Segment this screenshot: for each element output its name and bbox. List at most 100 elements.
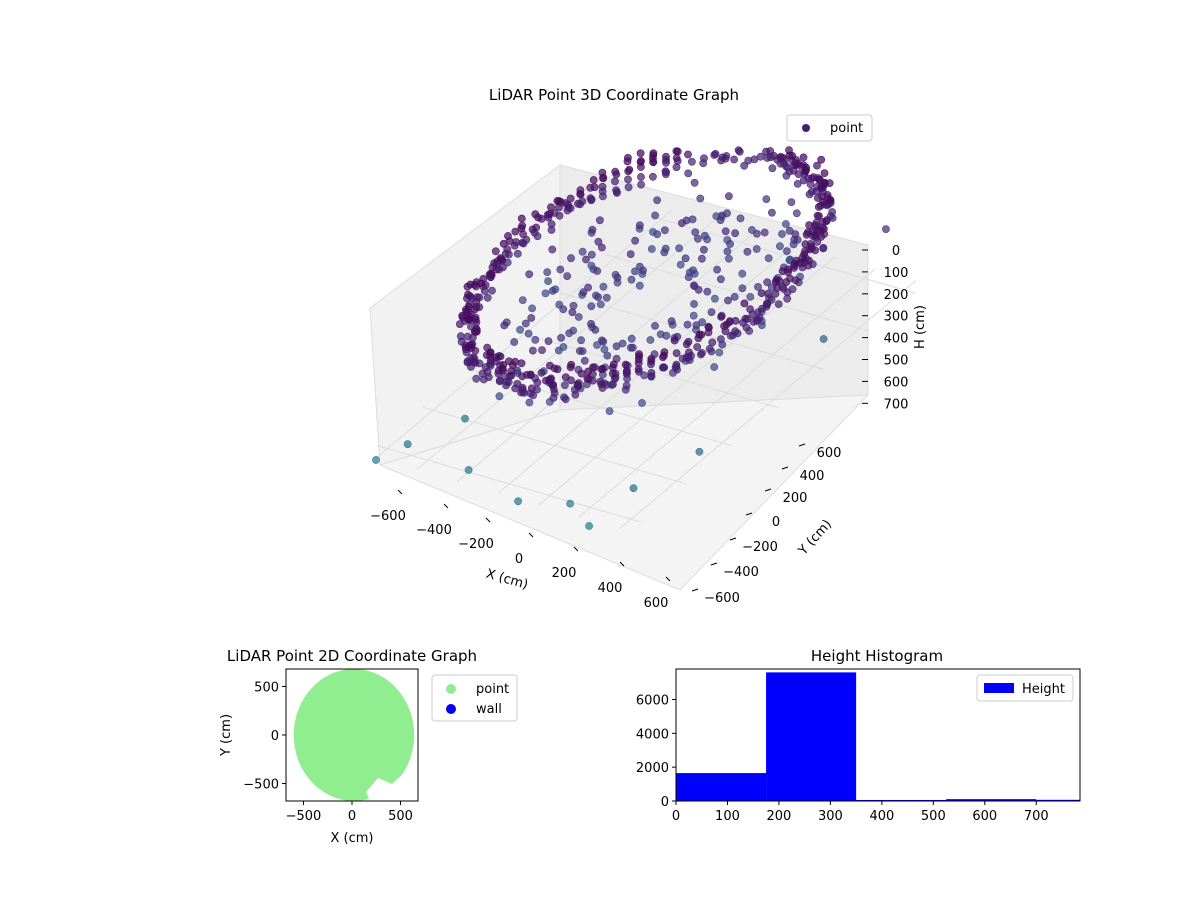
point-3d bbox=[538, 346, 546, 354]
point-3d bbox=[743, 247, 752, 256]
point-3d bbox=[548, 381, 557, 390]
point-3d bbox=[708, 338, 717, 347]
point-3d bbox=[813, 194, 822, 202]
point-3d bbox=[723, 209, 731, 218]
x-tick-3d bbox=[665, 576, 671, 582]
point-3d bbox=[603, 351, 612, 360]
point-3d bbox=[826, 195, 835, 204]
legend-histogram-label: Height bbox=[1022, 682, 1065, 697]
point-3d bbox=[561, 373, 570, 382]
point-3d bbox=[566, 363, 575, 372]
point-3d bbox=[491, 247, 500, 256]
x-axis-3d-label: X (cm) bbox=[484, 566, 529, 592]
gap-top-right bbox=[388, 669, 418, 700]
histogram-bar bbox=[946, 799, 1037, 801]
point-3d bbox=[768, 208, 776, 217]
point-3d bbox=[752, 245, 761, 253]
point-3d bbox=[500, 321, 509, 330]
point-3d bbox=[627, 275, 636, 284]
y-axis-2d: −500 0 500 bbox=[243, 680, 286, 793]
point-3d bbox=[817, 155, 826, 164]
point-3d bbox=[517, 214, 526, 223]
point-3d bbox=[457, 337, 466, 346]
point-3d bbox=[725, 254, 733, 263]
x-tick-3d bbox=[619, 561, 625, 567]
y-tick-label-2d: 0 bbox=[271, 729, 279, 744]
x-axis-2d: −500 0 500 bbox=[286, 801, 413, 824]
histogram-y-tick-label: 6000 bbox=[636, 693, 669, 708]
point-3d bbox=[566, 204, 575, 213]
point-3d bbox=[820, 169, 829, 177]
point-3d bbox=[763, 300, 772, 309]
point-3d bbox=[605, 407, 614, 415]
point-3d bbox=[707, 308, 716, 316]
point-3d bbox=[791, 276, 800, 285]
point-3d bbox=[783, 247, 791, 255]
point-3d bbox=[477, 279, 485, 288]
point-3d bbox=[486, 359, 495, 368]
y-axis-3d-label: Y (cm) bbox=[795, 517, 835, 559]
point-3d bbox=[750, 155, 759, 164]
point-3d bbox=[584, 367, 592, 376]
point-3d bbox=[764, 254, 773, 263]
point-3d bbox=[542, 376, 550, 385]
point-3d bbox=[683, 320, 692, 329]
point-3d bbox=[576, 190, 585, 199]
point-3d bbox=[798, 253, 807, 262]
point-3d bbox=[492, 353, 501, 362]
x-tick-label-3d: 600 bbox=[644, 596, 669, 611]
point-3d bbox=[660, 348, 669, 356]
point-3d bbox=[637, 157, 645, 165]
histogram-frame bbox=[675, 668, 1081, 802]
z-tick-label-3d: 100 bbox=[884, 266, 909, 281]
point-3d bbox=[672, 163, 681, 172]
histogram-x-tick-label: 200 bbox=[767, 809, 792, 824]
point-3d bbox=[613, 188, 621, 197]
legend-3d-label: point bbox=[830, 121, 863, 136]
x-tick-3d bbox=[573, 546, 579, 552]
point-3d bbox=[624, 183, 633, 192]
x-tick-label-3d: −600 bbox=[370, 509, 406, 524]
point-3d bbox=[769, 151, 778, 160]
point-3d bbox=[773, 283, 782, 292]
point-3d bbox=[596, 300, 605, 309]
y-tick-label-2d: −500 bbox=[243, 778, 279, 793]
point-3d bbox=[559, 305, 568, 314]
point-3d bbox=[713, 265, 721, 274]
point-3d bbox=[760, 228, 769, 237]
point-3d bbox=[717, 312, 726, 321]
point-3d bbox=[805, 221, 813, 229]
point-3d bbox=[528, 304, 536, 313]
histogram-x-tick-label: 400 bbox=[869, 809, 894, 824]
point-3d bbox=[731, 229, 739, 238]
point-3d bbox=[587, 319, 595, 328]
point-3d bbox=[717, 275, 725, 284]
gap-top-left bbox=[300, 669, 318, 684]
point-3d bbox=[545, 209, 554, 218]
point-3d bbox=[692, 321, 701, 329]
plot-area-2d bbox=[286, 669, 418, 801]
point-3d bbox=[672, 349, 681, 357]
point-3d bbox=[547, 203, 555, 212]
point-3d bbox=[699, 159, 708, 168]
point-3d bbox=[736, 214, 745, 223]
point-disc-2d bbox=[293, 669, 415, 801]
point-3d bbox=[627, 334, 636, 343]
point-3d bbox=[578, 247, 587, 256]
point-3d bbox=[554, 346, 563, 355]
y-axis-2d-label: Y (cm) bbox=[219, 714, 234, 757]
point-3d bbox=[636, 149, 645, 158]
point-3d bbox=[694, 285, 703, 294]
gap-bottom-right bbox=[366, 772, 418, 801]
legend-histogram: Height bbox=[976, 674, 1074, 702]
z-axis-3d-label: H (cm) bbox=[913, 305, 928, 349]
point-3d bbox=[793, 179, 802, 188]
point-3d bbox=[725, 192, 733, 201]
z-tick-label-3d: 400 bbox=[884, 332, 909, 347]
point-3d bbox=[662, 152, 670, 161]
point-3d bbox=[678, 219, 686, 227]
point-3d bbox=[591, 325, 600, 334]
point-3d bbox=[548, 245, 557, 254]
point-3d bbox=[517, 224, 526, 233]
